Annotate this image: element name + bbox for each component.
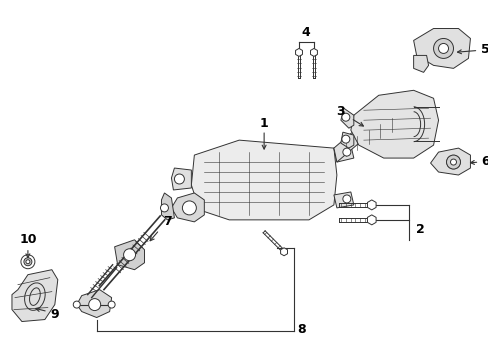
Text: 7: 7 xyxy=(163,215,171,228)
Circle shape xyxy=(342,195,350,203)
Circle shape xyxy=(108,301,115,308)
Polygon shape xyxy=(430,148,469,175)
Text: 10: 10 xyxy=(19,233,37,246)
Circle shape xyxy=(123,249,135,261)
Text: 5: 5 xyxy=(480,43,488,56)
Circle shape xyxy=(88,298,101,311)
Text: 8: 8 xyxy=(297,323,305,336)
Text: 9: 9 xyxy=(50,308,59,321)
Text: 4: 4 xyxy=(301,26,310,39)
Circle shape xyxy=(438,44,447,53)
Circle shape xyxy=(341,135,349,143)
Polygon shape xyxy=(366,200,375,210)
Circle shape xyxy=(24,258,32,266)
Circle shape xyxy=(341,113,349,121)
Polygon shape xyxy=(310,49,317,57)
Circle shape xyxy=(449,159,456,165)
Circle shape xyxy=(182,201,196,215)
Circle shape xyxy=(433,39,452,58)
Text: 6: 6 xyxy=(480,154,488,167)
Polygon shape xyxy=(295,49,302,57)
Circle shape xyxy=(73,301,80,308)
Polygon shape xyxy=(12,270,58,321)
Text: 1: 1 xyxy=(259,117,268,130)
Circle shape xyxy=(342,148,350,156)
Polygon shape xyxy=(413,28,469,68)
Polygon shape xyxy=(77,290,111,318)
Polygon shape xyxy=(366,215,375,225)
Text: 3: 3 xyxy=(336,105,345,118)
Polygon shape xyxy=(333,145,353,162)
Polygon shape xyxy=(340,132,353,148)
Circle shape xyxy=(26,260,30,264)
Polygon shape xyxy=(333,192,353,208)
Polygon shape xyxy=(340,108,353,128)
Polygon shape xyxy=(171,193,204,222)
Text: 2: 2 xyxy=(415,223,424,236)
Polygon shape xyxy=(413,55,427,72)
Circle shape xyxy=(160,204,168,212)
Polygon shape xyxy=(191,140,336,220)
Circle shape xyxy=(21,255,35,269)
Polygon shape xyxy=(350,90,438,158)
Polygon shape xyxy=(171,168,191,190)
Polygon shape xyxy=(280,248,287,256)
Circle shape xyxy=(446,155,460,169)
Polygon shape xyxy=(161,193,174,220)
Polygon shape xyxy=(333,112,413,162)
Circle shape xyxy=(174,174,184,184)
Polygon shape xyxy=(114,240,144,270)
